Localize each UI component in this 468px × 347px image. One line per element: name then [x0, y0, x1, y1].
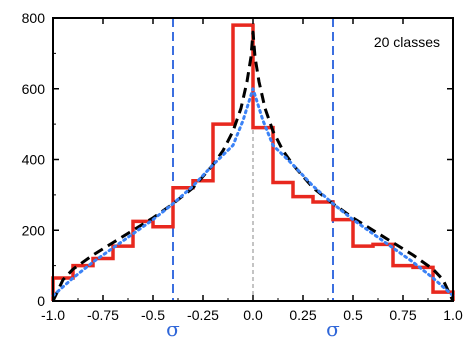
- histogram-bin-10: [233, 25, 253, 301]
- x-tick-label-1: -1.0: [41, 307, 65, 323]
- plot-area: [172, 18, 334, 301]
- histogram-bin-7: [173, 188, 193, 301]
- sigma-label-1: σ: [166, 317, 180, 341]
- annotation-classes: 20 classes: [374, 34, 440, 50]
- x-tick-label-5: 0.0: [243, 307, 263, 323]
- histogram-bin-19: [413, 267, 433, 301]
- sigma-label-2: σ: [326, 317, 340, 341]
- x-tick-label-2: -0.75: [87, 307, 119, 323]
- y-tick-label-4: 600: [22, 81, 46, 97]
- histogram-bin-8: [193, 181, 213, 301]
- y-tick-label-3: 400: [22, 152, 46, 168]
- histogram-bin-17: [373, 244, 393, 301]
- histogram-bin-4: [113, 246, 133, 301]
- y-tick-label-5: 800: [22, 10, 46, 26]
- histogram-bin-13: [293, 197, 313, 301]
- histogram-bin-3: [93, 259, 113, 301]
- histogram-bin-12: [273, 182, 293, 301]
- histogram-bin-6: [153, 227, 173, 301]
- y-tick-label-2: 200: [22, 222, 46, 238]
- histogram-bin-16: [353, 246, 373, 301]
- x-tick-label-9: 1.0: [443, 307, 463, 323]
- fit-curve-dotted: [51, 87, 455, 298]
- ticks: σ σ -1.0 -0.75 -0.5 -0.25 0.0 0.25 0.5 0.75 1.0 0 20…: [22, 10, 463, 341]
- histogram-bin-15: [333, 220, 353, 301]
- x-tick-label-3: -0.5: [141, 307, 165, 323]
- histogram-bin-14: [313, 202, 333, 301]
- x-tick-label-4: -0.25: [187, 307, 219, 323]
- x-tick-label-8: 0.75: [389, 307, 416, 323]
- histogram-bin-11: [253, 128, 273, 301]
- y-tick-label-1: 0: [37, 293, 45, 309]
- x-tick-label-7: 0.5: [343, 307, 363, 323]
- x-tick-label-6: 0.25: [289, 307, 316, 323]
- fit-curve-dashed: [51, 30, 455, 302]
- series-group: [51, 23, 455, 302]
